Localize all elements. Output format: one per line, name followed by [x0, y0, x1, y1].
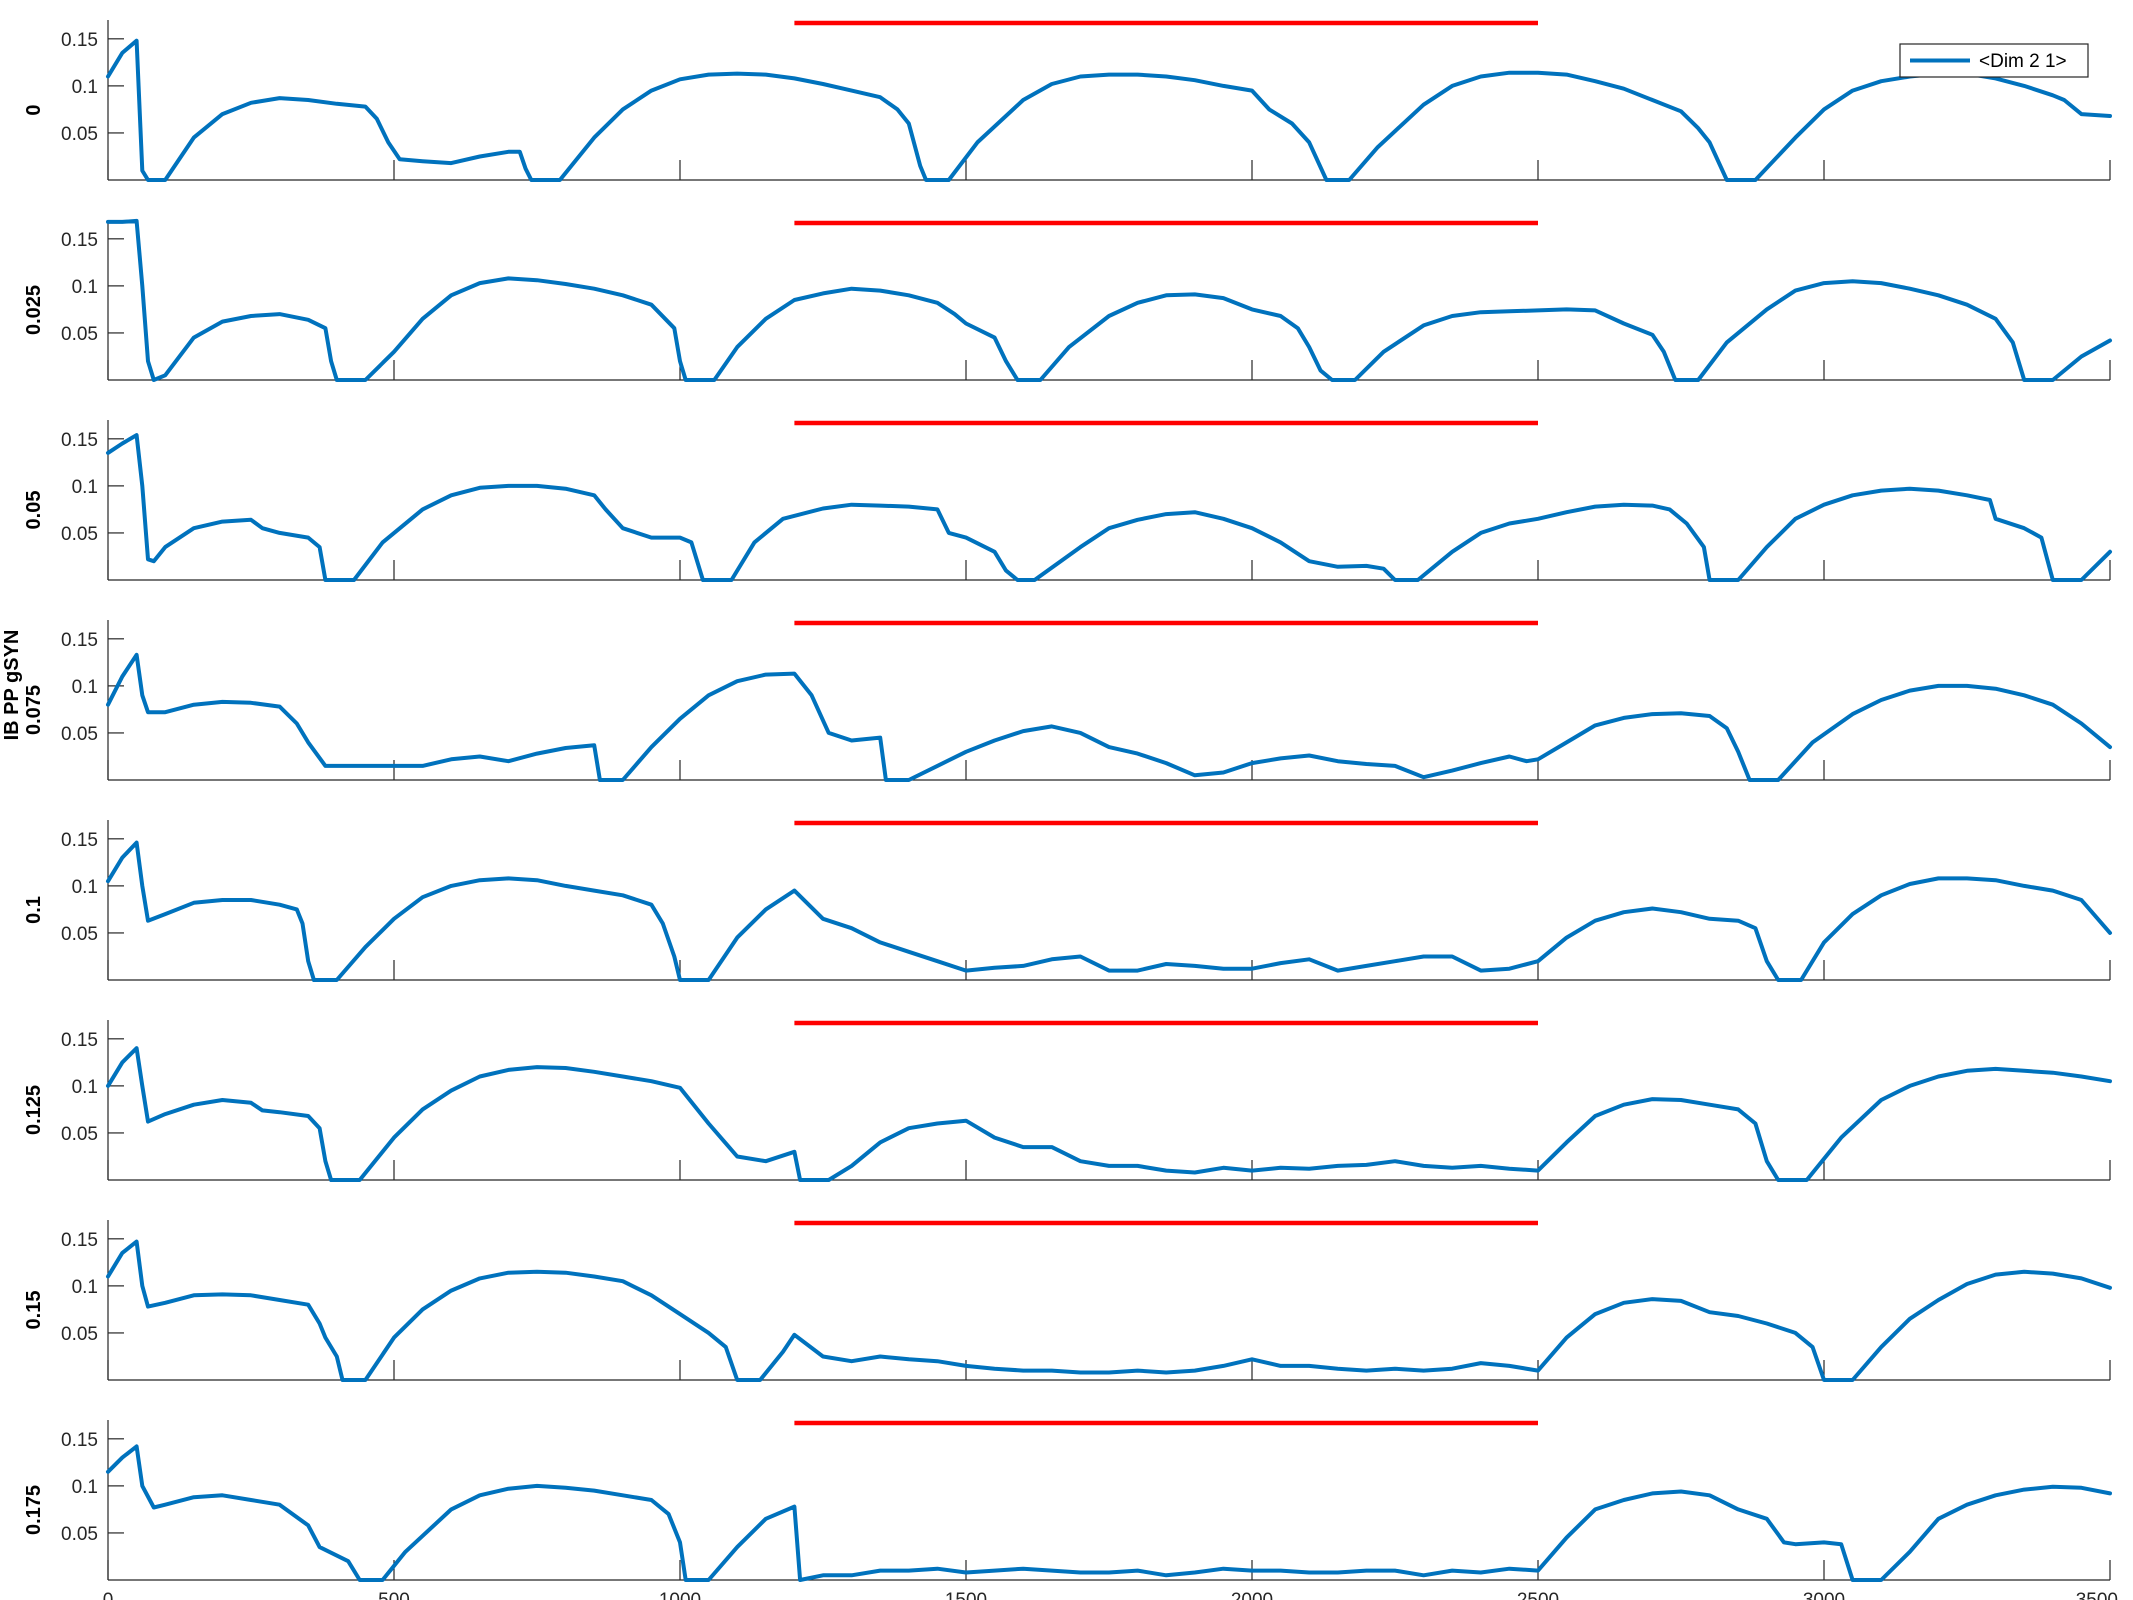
panel-label: 0.05 [23, 491, 45, 530]
panel-0: 0.05 0.1 0.15 0 [23, 20, 2112, 182]
y-tick-label: 0.1 [72, 477, 98, 498]
x-tick-label: 500 [378, 1590, 410, 1600]
y-tick-label: 0.05 [61, 1124, 98, 1145]
series-line [106, 433, 2112, 582]
panel-label: 0.025 [23, 285, 45, 335]
panel-label: 0.175 [23, 1485, 45, 1535]
y-tick-label: 0.15 [61, 30, 98, 51]
series-line [106, 218, 2112, 382]
panels: 0.050.10.1500.050.10.150.0250.050.10.150… [23, 20, 2118, 1600]
panel-2: 0.05 0.1 0.15 0.05 [23, 420, 2112, 582]
panel-label: 0.1 [23, 896, 45, 924]
panel-3: 0.05 0.1 0.15 0.075 [23, 620, 2112, 782]
panel-label: 0.125 [23, 1085, 45, 1135]
y-tick-label: 0.1 [72, 677, 98, 698]
y-tick-label: 0.15 [61, 630, 98, 651]
panel-4: 0.05 0.1 0.15 0.1 [23, 820, 2112, 982]
series-line [106, 840, 2112, 982]
y-tick-label: 0.05 [61, 324, 98, 345]
series-line [106, 38, 2112, 182]
x-tick-label: 1000 [659, 1590, 701, 1600]
y-tick-label: 0.15 [61, 430, 98, 451]
y-tick-label: 0.05 [61, 924, 98, 945]
panel-label: 0.15 [23, 1291, 45, 1330]
y-tick-label: 0.1 [72, 1277, 98, 1298]
y-tick-label: 0.05 [61, 724, 98, 745]
x-tick-label: 2000 [1231, 1590, 1273, 1600]
panel-6: 0.05 0.1 0.15 0.15 [23, 1220, 2112, 1382]
series-line [106, 1046, 2112, 1182]
y-tick-label: 0.1 [72, 77, 98, 98]
x-tick-label: 3500 [2076, 1590, 2118, 1600]
panel-label: 0 [23, 104, 45, 115]
panel-label: 0.075 [23, 685, 45, 735]
series-line [106, 1239, 2112, 1382]
y-tick-label: 0.05 [61, 524, 98, 545]
y-tick-label: 0.1 [72, 277, 98, 298]
x-tick-label: 0 [103, 1590, 114, 1600]
x-tick-label: 3000 [1803, 1590, 1845, 1600]
series-line [106, 652, 2112, 782]
y-tick-label: 0.05 [61, 124, 98, 145]
legend-label: <Dim 2 1> [1979, 51, 2067, 72]
y-tick-label: 0.1 [72, 877, 98, 898]
y-tick-label: 0.15 [61, 1030, 98, 1051]
legend: <Dim 2 1> [1899, 43, 2089, 78]
panel-5: 0.05 0.1 0.15 0.125 [23, 1020, 2112, 1182]
y-axis-label: IB PP gSYN [1, 630, 23, 741]
y-tick-label: 0.15 [61, 1230, 98, 1251]
y-tick-label: 0.15 [61, 1430, 98, 1451]
y-tick-label: 0.05 [61, 1324, 98, 1345]
y-tick-label: 0.15 [61, 830, 98, 851]
x-tick-label: 2500 [1517, 1590, 1559, 1600]
y-tick-label: 0.15 [61, 230, 98, 251]
y-tick-label: 0.1 [72, 1077, 98, 1098]
y-tick-label: 0.05 [61, 1524, 98, 1545]
series-line [106, 1444, 2112, 1582]
panel-1: 0.05 0.1 0.15 0.025 [23, 218, 2112, 382]
y-tick-label: 0.1 [72, 1477, 98, 1498]
